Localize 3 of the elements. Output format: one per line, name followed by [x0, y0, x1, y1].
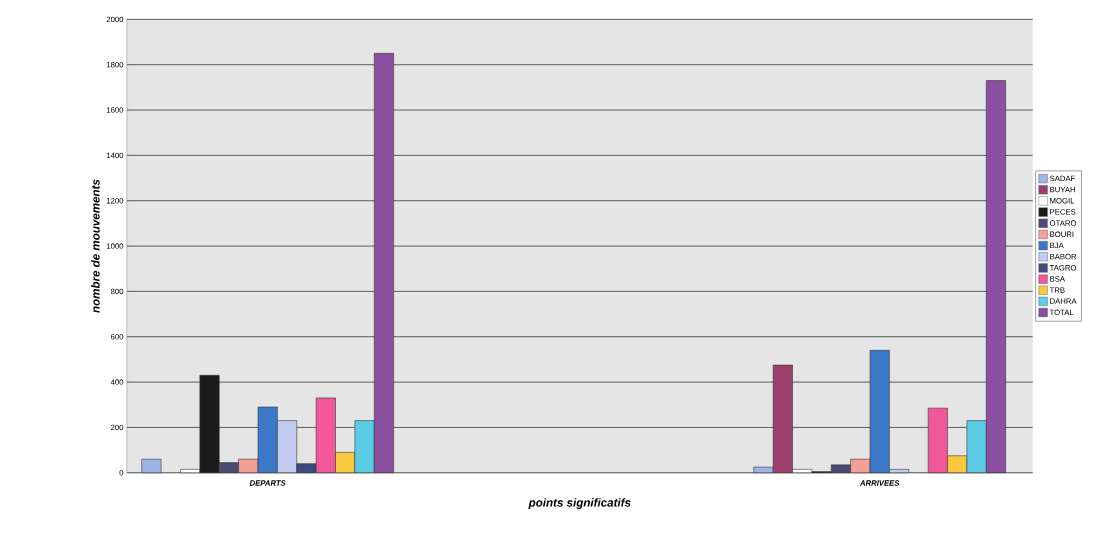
- x-axis-title: points significatifs: [528, 497, 631, 509]
- bar: [141, 458, 162, 473]
- y-axis-title: nombre de mouvements: [91, 179, 100, 313]
